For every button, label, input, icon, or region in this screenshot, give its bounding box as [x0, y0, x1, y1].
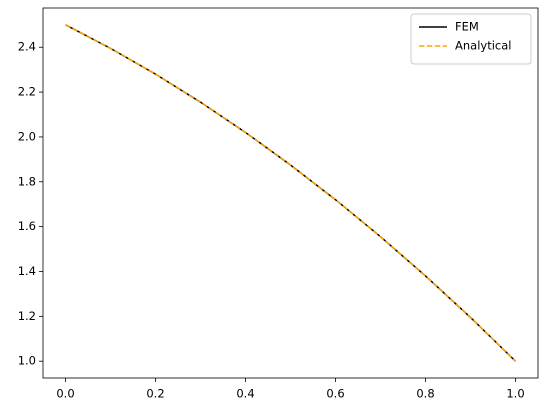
- series-line: [65, 24, 517, 362]
- series-line: [65, 24, 517, 362]
- plot-frame: [42, 7, 539, 379]
- x-tick-label: 0.2: [146, 387, 164, 401]
- y-tick-label: 1.4: [18, 264, 36, 278]
- y-tick-label: 1.8: [18, 174, 36, 188]
- y-tick-label: 2.0: [18, 129, 36, 143]
- legend-label: FEM: [455, 20, 479, 34]
- y-tick-label: 2.2: [18, 85, 36, 99]
- y-tick-label: 1.0: [18, 354, 36, 368]
- x-tick-label: 1.0: [506, 387, 524, 401]
- y-tick-label: 1.6: [18, 219, 36, 233]
- x-tick-label: 0.4: [236, 387, 254, 401]
- x-tick-label: 0.6: [326, 387, 344, 401]
- y-tick-label: 2.4: [18, 40, 36, 54]
- x-tick-label: 0.0: [56, 387, 74, 401]
- y-tick-label: 1.2: [18, 309, 36, 323]
- legend-label: Analytical: [455, 39, 511, 53]
- x-tick-label: 0.8: [416, 387, 434, 401]
